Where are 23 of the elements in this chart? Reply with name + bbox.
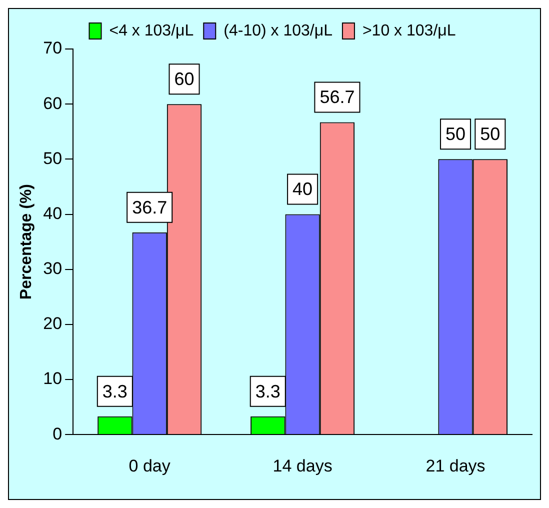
data-label: 50 bbox=[446, 124, 466, 144]
y-tick-label: 0 bbox=[52, 424, 62, 444]
data-label: 36.7 bbox=[132, 197, 168, 218]
data-label: 40 bbox=[292, 179, 313, 200]
data-label: 3.3 bbox=[102, 381, 128, 402]
y-tick-label: 60 bbox=[43, 94, 62, 113]
y-tick-label: 50 bbox=[43, 148, 62, 168]
x-tick-label: 21 days bbox=[426, 456, 486, 476]
y-tick-label: 30 bbox=[43, 259, 62, 278]
x-tick-label: 14 days bbox=[272, 456, 332, 476]
x-tick-label: 0 day bbox=[128, 456, 171, 476]
data-label: 60 bbox=[174, 69, 194, 90]
y-axis-title: Percentage (%) bbox=[18, 184, 36, 300]
data-label: 50 bbox=[480, 124, 500, 144]
data-label: 56.7 bbox=[320, 87, 355, 108]
data-label: 3.3 bbox=[255, 381, 280, 402]
y-tick-label: 40 bbox=[43, 204, 62, 223]
y-tick-label: 10 bbox=[43, 369, 62, 388]
y-tick-label: 20 bbox=[43, 314, 62, 334]
y-tick-label: 70 bbox=[43, 38, 62, 58]
legend-label: <4 x 103/μL bbox=[109, 22, 194, 40]
legend-label: >10 x 103/μL bbox=[362, 22, 456, 40]
legend-label: (4-10) x 103/μL bbox=[224, 22, 333, 40]
